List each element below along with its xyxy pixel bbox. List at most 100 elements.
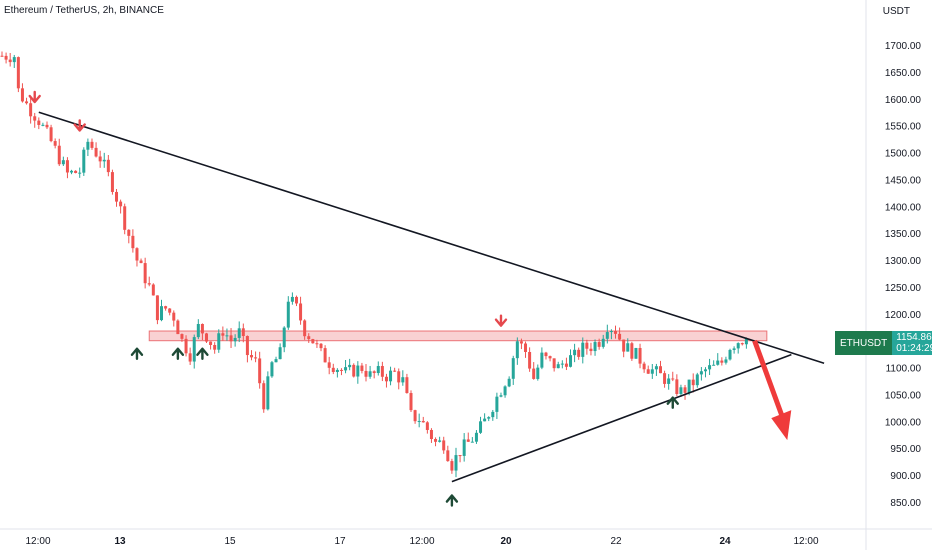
candle-body <box>708 365 712 370</box>
time-tick-label: 20 <box>500 536 512 547</box>
candle-body <box>352 364 356 377</box>
candle-body <box>380 366 384 377</box>
candle-body <box>515 341 519 359</box>
candle-body <box>74 170 78 173</box>
candle-body <box>90 141 94 148</box>
candle-body <box>393 370 397 372</box>
candle-body <box>37 120 41 125</box>
candle-body <box>274 359 278 363</box>
candle-body <box>585 342 589 349</box>
candle-body <box>266 376 270 410</box>
candle-body <box>716 360 720 365</box>
candle-body <box>331 367 335 372</box>
candle-body <box>131 235 135 249</box>
price-tick-label: 1450.00 <box>885 175 922 186</box>
candle-body <box>286 301 290 328</box>
candle-body <box>593 342 597 352</box>
candle-body <box>638 347 642 364</box>
candle-body <box>45 124 49 128</box>
candle-body <box>474 432 478 442</box>
candle-body <box>425 422 429 430</box>
candle-body <box>479 421 483 433</box>
candle-body <box>282 327 286 348</box>
candle-body <box>442 440 446 451</box>
price-tag-symbol: ETHUSDT <box>835 331 893 355</box>
candle-body <box>450 461 454 471</box>
candle-body <box>454 455 458 471</box>
candle-body <box>532 368 536 379</box>
candle-body <box>213 345 217 350</box>
candle-body <box>401 377 405 383</box>
candle-body <box>78 172 82 174</box>
candle-body <box>663 373 667 384</box>
candle-body <box>160 306 164 321</box>
candle-body <box>691 379 695 386</box>
candle-body <box>348 364 352 368</box>
candle-body <box>397 371 401 383</box>
candle-body <box>356 365 360 377</box>
buy-signal-arrow <box>445 494 459 507</box>
candle-body <box>744 338 748 345</box>
candle-body <box>724 359 728 363</box>
candle-body <box>151 284 155 296</box>
candle-body <box>548 356 552 359</box>
candle-body <box>290 296 294 302</box>
time-tick-label: 22 <box>610 536 622 547</box>
sell-signal-arrow <box>73 119 86 132</box>
candle-body <box>16 57 20 89</box>
candle-body <box>180 334 184 339</box>
candle-body <box>658 366 662 374</box>
candle-body <box>184 338 188 354</box>
time-tick-label: 24 <box>719 536 731 547</box>
candle-body <box>65 160 69 173</box>
candle-body <box>540 352 544 368</box>
buy-signal-arrow <box>130 347 144 360</box>
candle-body <box>511 358 515 379</box>
candle-body <box>323 348 327 363</box>
candle-body <box>262 383 266 410</box>
candle-body <box>254 357 258 359</box>
candle-body <box>438 440 442 442</box>
candle-body <box>417 420 421 422</box>
price-tick-label: 1100.00 <box>886 364 922 375</box>
candle-body <box>413 410 417 422</box>
candle-body <box>728 349 732 360</box>
candle-body <box>311 339 315 344</box>
time-tick-label: 12:00 <box>409 536 434 547</box>
candle-body <box>307 336 311 340</box>
candle-body <box>147 283 151 285</box>
candle-body <box>106 159 110 173</box>
candle-body <box>33 116 37 121</box>
candle-body <box>384 376 388 382</box>
candle-body <box>736 343 740 349</box>
candle-body <box>41 124 45 126</box>
symbol-legend[interactable]: Ethereum / TetherUS, 2h, BINANCE <box>4 5 164 16</box>
candle-body <box>409 393 413 411</box>
candle-body <box>205 333 208 342</box>
candle-body <box>626 343 630 352</box>
candle-body <box>110 172 114 192</box>
candle-body <box>335 369 339 372</box>
candle-body <box>667 378 671 384</box>
price-tick-label: 1650.00 <box>885 68 922 79</box>
candle-body <box>25 101 29 104</box>
candle-body <box>695 374 699 386</box>
price-tick-label: 1050.00 <box>885 390 922 401</box>
candle-body <box>53 141 57 146</box>
candle-body <box>237 328 241 338</box>
buy-signal-arrow <box>171 347 185 360</box>
candle-body <box>609 331 613 333</box>
candle-body <box>405 377 409 394</box>
candle-body <box>732 348 736 350</box>
candle-body <box>421 420 425 423</box>
sell-signal-arrow <box>28 90 41 104</box>
candle-body <box>57 145 61 165</box>
candle-body <box>544 352 548 357</box>
candle-body <box>278 347 282 360</box>
candle-body <box>127 229 131 236</box>
price-tag-values: 1154.86 01:24:29 <box>892 331 932 355</box>
candle-body <box>634 347 638 359</box>
candle-body <box>458 455 462 457</box>
